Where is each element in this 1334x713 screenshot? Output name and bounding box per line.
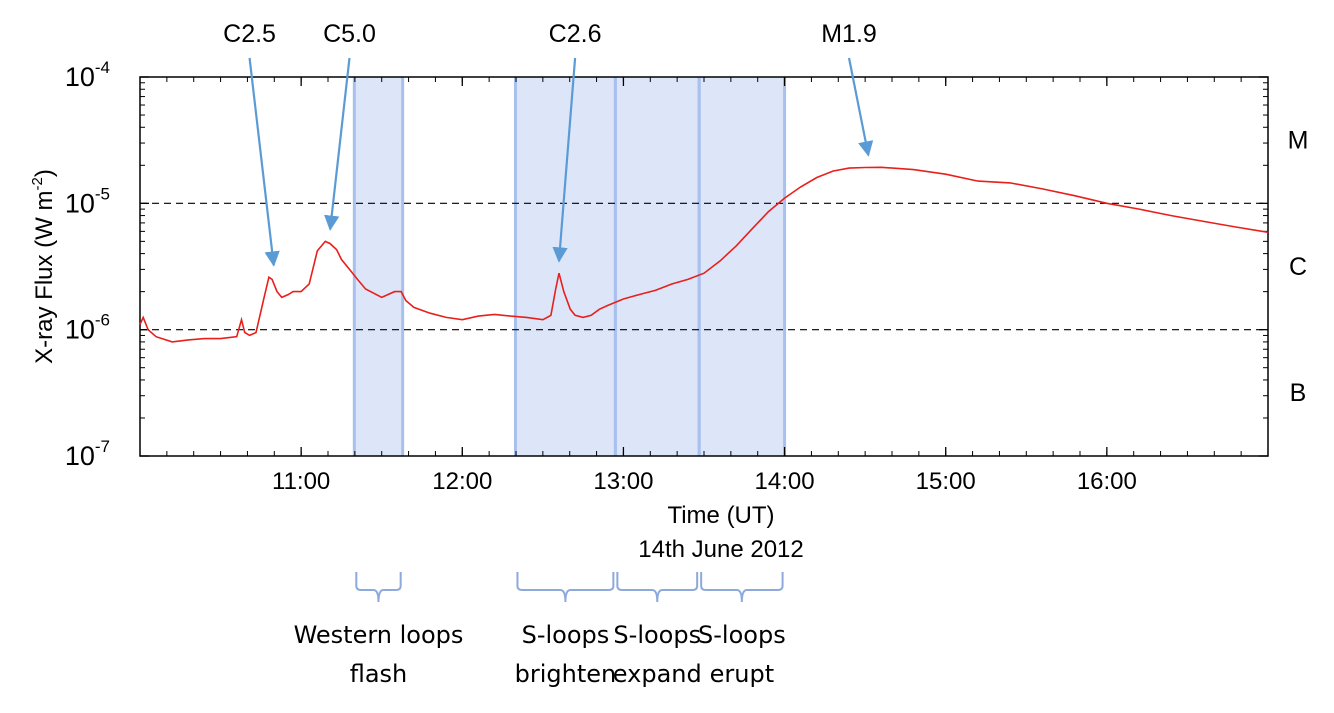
y-tick-base: 10 [65, 188, 95, 218]
y-tick-label: 10-6 [65, 311, 110, 345]
y-tick-exponent: -5 [95, 184, 110, 203]
phase-label-line1-4: S-loops [698, 621, 786, 649]
y-tick-exponent: -7 [95, 437, 110, 456]
y-tick-base: 10 [65, 441, 95, 471]
x-tick-label: 16:00 [1077, 468, 1137, 495]
phase-label-line1-3: S-loops [613, 621, 701, 649]
shaded-interval-2 [515, 77, 616, 456]
x-tick-label: 12:00 [432, 468, 492, 495]
phase-brace-3 [616, 572, 699, 603]
phase-label-line2-1: flash [350, 660, 408, 688]
flare-class-label-B: B [1290, 379, 1307, 407]
flare-label-C2.5: C2.5 [223, 20, 276, 48]
x-tick-label: 15:00 [916, 468, 976, 495]
phase-label-line1-1: Western loops [294, 621, 464, 649]
phase-brace-1 [355, 572, 402, 603]
phase-brace-labels: Western loops flash S-loops brighten S-loops… [294, 572, 786, 688]
y-axis-label-close: ) [31, 169, 58, 177]
flare-class-label-M: M [1288, 127, 1309, 155]
y-axis-label: X-ray Flux (W m-2) [29, 169, 58, 364]
flare-peak-annotations: C2.5 C5.0 C2.6 M1.9 [223, 20, 877, 267]
y-tick-label: 10-7 [65, 437, 110, 471]
y-tick-base: 10 [65, 62, 95, 92]
flare-arrow-M1.9 [847, 57, 874, 157]
flare-arrow-C5.0 [324, 57, 351, 231]
x-tick-label: 13:00 [593, 468, 653, 495]
shaded-interval-1 [354, 77, 403, 456]
phase-label-line1-2: S-loops [522, 621, 610, 649]
y-tick-base: 10 [65, 315, 95, 345]
flare-arrow-C2.5 [248, 57, 280, 267]
y-tick-label: 10-4 [65, 58, 110, 92]
phase-label-line2-4: erupt [710, 660, 775, 688]
y-tick-exponent: -4 [95, 58, 110, 77]
y-tick-exponent: -6 [95, 311, 110, 330]
x-axis-label: Time (UT) [667, 502, 774, 529]
phase-label-line2-3: expand [613, 660, 702, 688]
flare-label-C2.6: C2.6 [549, 20, 602, 48]
x-tick-label: 11:00 [272, 468, 330, 495]
flare-label-M1.9: M1.9 [821, 20, 877, 48]
x-tick-label: 14:00 [755, 468, 815, 495]
y-axis-label-main: X-ray Flux (W m [31, 191, 58, 364]
phase-label-line2-2: brighten [515, 660, 617, 688]
flare-arrow-C2.6 [552, 57, 577, 263]
class-threshold-lines [140, 202, 1268, 331]
phase-shading-group [352, 77, 787, 456]
xray-flux-series-line [139, 166, 1269, 343]
y-tick-label: 10-5 [65, 184, 110, 218]
phase-brace-4 [700, 572, 784, 603]
flare-label-C5.0: C5.0 [323, 20, 376, 48]
shaded-interval-3 [615, 77, 700, 456]
y-axis-label-exponent: -2 [29, 177, 46, 190]
flare-class-label-C: C [1289, 253, 1307, 281]
flare-class-labels: M C B [1288, 127, 1309, 408]
phase-brace-2 [516, 572, 615, 603]
x-axis-date-label: 14th June 2012 [638, 536, 803, 563]
